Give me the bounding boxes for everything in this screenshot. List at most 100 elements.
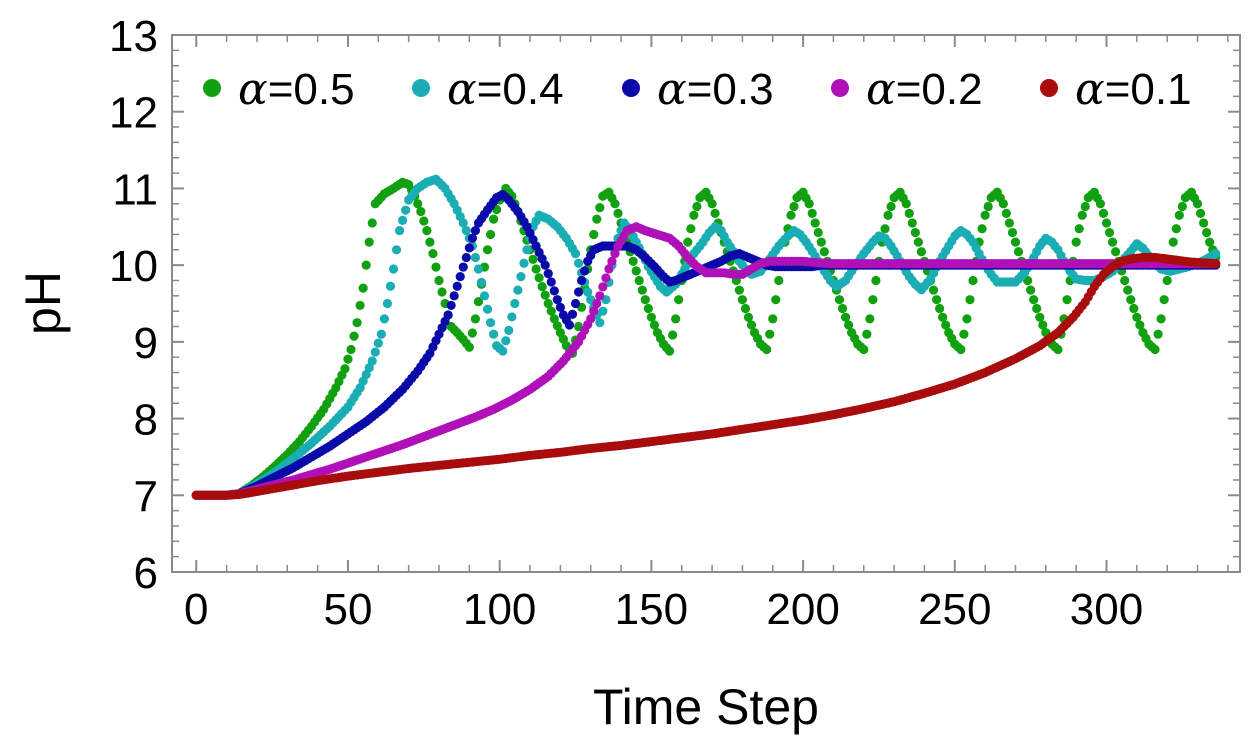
data-point: [577, 275, 587, 286]
data-point: [482, 245, 493, 255]
data-point: [1080, 201, 1090, 212]
data-point: [734, 285, 744, 295]
legend-item: α=0.3: [622, 64, 774, 115]
data-point: [740, 303, 751, 314]
data-point: [1211, 259, 1221, 269]
x-tick-label: 200: [766, 585, 839, 634]
data-point: [470, 226, 481, 236]
data-point: [1202, 227, 1212, 238]
data-point: [1211, 249, 1221, 259]
data-point: [604, 264, 614, 274]
data-point: [774, 275, 784, 286]
data-point: [1032, 303, 1042, 314]
data-point: [674, 295, 684, 305]
data-point: [549, 286, 559, 296]
data-point: [871, 275, 881, 286]
legend-item: α=0.2: [831, 64, 983, 115]
data-point: [1150, 344, 1160, 355]
data-point: [485, 229, 496, 240]
data-point: [367, 218, 377, 228]
data-point: [349, 331, 359, 341]
series-layer: [191, 174, 1221, 500]
data-point: [1101, 218, 1112, 228]
data-point: [816, 237, 826, 247]
data-point: [1098, 208, 1109, 218]
data-point: [1171, 224, 1181, 234]
data-point: [1071, 237, 1081, 247]
data-point: [370, 347, 380, 357]
data-point: [489, 329, 499, 339]
data-point: [346, 344, 356, 355]
data-point: [928, 285, 939, 295]
legend-marker: [831, 79, 849, 97]
y-tick-label: 6: [134, 549, 158, 598]
data-point: [1126, 295, 1136, 305]
data-point: [1132, 312, 1142, 322]
data-point: [1198, 218, 1209, 228]
data-point: [473, 264, 484, 274]
data-point: [507, 312, 517, 322]
data-point: [476, 277, 487, 288]
data-point: [340, 364, 350, 374]
data-point: [543, 298, 553, 309]
data-point: [640, 295, 650, 305]
axis-ticks: 0 50 100 150 200 250 300 6 7 8 9 10 11 12 13: [109, 12, 1240, 634]
legend-label: α=0.2: [866, 64, 983, 115]
x-tick-label: 50: [324, 585, 373, 634]
legend-label: α=0.4: [447, 64, 564, 115]
data-point: [373, 338, 383, 348]
data-point: [355, 300, 365, 311]
data-point: [610, 249, 620, 259]
data-point: [1077, 210, 1087, 220]
x-tick-label: 100: [463, 585, 536, 634]
data-point: [819, 247, 829, 257]
data-point: [637, 285, 647, 295]
legend-marker: [412, 79, 430, 97]
legend: α=0.5 α=0.4 α=0.3 α=0.2 α=0.1: [203, 64, 1192, 115]
data-point: [482, 304, 493, 314]
data-point: [1111, 247, 1121, 257]
data-point: [367, 356, 377, 366]
data-point: [646, 312, 656, 322]
data-point: [382, 298, 393, 309]
data-point: [564, 320, 575, 330]
data-point: [416, 206, 426, 217]
data-point: [1038, 320, 1048, 330]
data-point: [707, 199, 717, 209]
data-point: [388, 264, 399, 274]
data-point: [910, 227, 920, 238]
data-point: [516, 272, 526, 282]
data-point: [586, 314, 596, 324]
data-point: [962, 314, 972, 324]
data-point: [449, 291, 459, 301]
data-point: [391, 245, 402, 255]
data-point: [531, 264, 541, 274]
data-point: [643, 303, 653, 314]
data-point: [813, 227, 823, 238]
data-point: [1205, 237, 1215, 247]
legend-item: α=0.1: [1040, 64, 1192, 115]
data-point: [589, 229, 599, 240]
data-point: [880, 224, 890, 234]
data-point: [425, 237, 435, 247]
data-point: [610, 199, 620, 209]
data-point: [470, 314, 481, 324]
series-0: [191, 177, 1221, 500]
data-point: [583, 287, 593, 297]
data-point: [428, 249, 438, 259]
data-point: [1195, 208, 1206, 218]
data-point: [649, 320, 660, 330]
y-tick-label: 11: [112, 165, 158, 214]
data-point: [631, 266, 641, 276]
legend-label: α=0.5: [238, 64, 355, 115]
data-point: [628, 256, 638, 266]
data-point: [598, 282, 608, 292]
data-point: [1035, 312, 1045, 322]
data-point: [546, 306, 556, 316]
data-point: [595, 291, 605, 301]
data-point: [573, 258, 584, 268]
data-point: [959, 329, 969, 339]
data-point: [686, 224, 696, 234]
data-point: [452, 281, 462, 291]
